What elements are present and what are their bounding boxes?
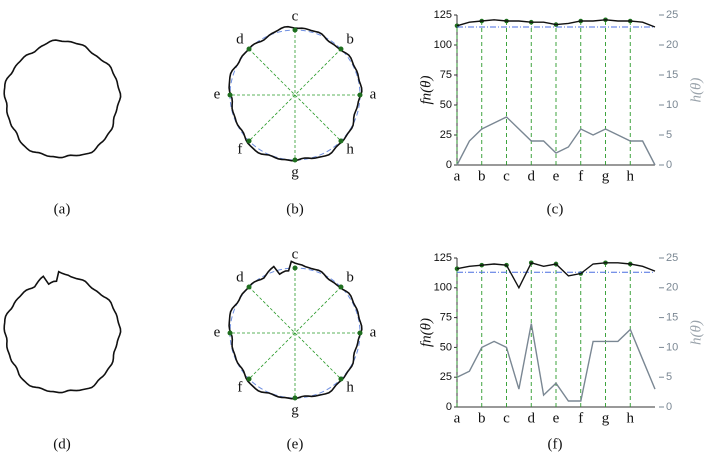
point-label: a	[370, 324, 377, 340]
point-label: e	[214, 86, 221, 102]
series-line	[456, 323, 656, 402]
x-tick-label: e	[553, 410, 560, 426]
x-tick-label: h	[627, 168, 635, 184]
x-tick-label: g	[602, 168, 610, 184]
y2-tick-label: 0	[666, 159, 672, 171]
y2-tick-label: 15	[666, 69, 678, 81]
point-label: h	[346, 380, 354, 396]
sample-point	[454, 266, 460, 272]
point-label: g	[291, 402, 299, 418]
y2-tick-label: 25	[666, 9, 678, 21]
x-tick-label: f	[578, 410, 583, 426]
y-tick-label: 100	[434, 39, 452, 51]
point-label: c	[292, 246, 299, 262]
panel-caption: (b)	[286, 201, 304, 217]
y-tick-label: 50	[440, 341, 452, 353]
x-tick-label: c	[503, 168, 510, 184]
y-axis-label: fn(θ)	[418, 318, 434, 347]
x-tick-label: d	[528, 168, 536, 184]
y-axis-label: fn(θ)	[418, 75, 434, 104]
sample-point	[338, 46, 344, 52]
series-line	[456, 19, 656, 28]
sample-point	[227, 330, 233, 336]
y2-tick-label: 25	[666, 252, 678, 264]
point-label: d	[236, 31, 244, 47]
y-tick-label: 75	[440, 312, 452, 324]
x-tick-label: b	[478, 168, 486, 184]
y-tick-label: 0	[446, 159, 452, 171]
series-line	[456, 116, 656, 166]
point-label: h	[346, 142, 354, 158]
y-tick-label: 25	[440, 371, 452, 383]
sample-point	[246, 46, 252, 52]
x-tick-label: b	[478, 410, 486, 426]
panel-caption: (e)	[287, 436, 304, 452]
y2-tick-label: 10	[666, 341, 678, 353]
sample-point	[292, 265, 298, 271]
point-label: a	[370, 86, 377, 102]
contour	[3, 39, 122, 159]
sample-point	[246, 138, 252, 144]
y2-axis-label: h(θ)	[688, 320, 704, 345]
y2-tick-label: 20	[666, 39, 678, 51]
point-label: b	[346, 31, 354, 47]
sample-point	[338, 376, 344, 382]
x-tick-label: g	[602, 410, 610, 426]
panel-caption: (a)	[54, 201, 71, 217]
point-label: b	[346, 269, 354, 285]
y-tick-label: 25	[440, 129, 452, 141]
point-label: c	[292, 8, 299, 24]
x-tick-label: h	[627, 410, 635, 426]
sample-point	[357, 92, 363, 98]
sample-point	[292, 27, 298, 33]
y2-tick-label: 10	[666, 99, 678, 111]
x-tick-label: c	[503, 410, 510, 426]
x-tick-label: a	[454, 410, 461, 426]
panel-caption: (d)	[53, 436, 71, 452]
sample-point	[246, 376, 252, 382]
panel-caption: (c)	[547, 201, 564, 217]
x-tick-label: a	[454, 168, 461, 184]
sample-point	[338, 284, 344, 290]
y-tick-label: 125	[434, 9, 452, 21]
sample-point	[292, 157, 298, 163]
point-label: d	[236, 269, 244, 285]
y-tick-label: 125	[434, 252, 452, 264]
contour	[3, 270, 122, 394]
y2-tick-label: 15	[666, 312, 678, 324]
y2-tick-label: 5	[666, 371, 672, 383]
point-label: g	[291, 164, 299, 180]
y-tick-label: 0	[446, 401, 452, 413]
y2-tick-label: 0	[666, 401, 672, 413]
point-label: e	[214, 324, 221, 340]
sample-point	[227, 92, 233, 98]
y2-tick-label: 20	[666, 282, 678, 294]
y2-tick-label: 5	[666, 129, 672, 141]
sample-point	[292, 395, 298, 401]
sample-point	[357, 330, 363, 336]
point-label: f	[237, 142, 242, 158]
diameter	[248, 48, 342, 142]
point-label: f	[237, 380, 242, 396]
x-tick-label: d	[528, 410, 536, 426]
x-tick-label: e	[553, 168, 560, 184]
y-tick-label: 75	[440, 69, 452, 81]
diameter	[248, 286, 342, 380]
sample-point	[338, 138, 344, 144]
y2-axis-label: h(θ)	[688, 78, 704, 103]
sample-point	[246, 284, 252, 290]
y-tick-label: 50	[440, 99, 452, 111]
series-line	[456, 261, 656, 290]
x-tick-label: f	[578, 168, 583, 184]
panel-caption: (f)	[548, 436, 563, 452]
y-tick-label: 100	[434, 282, 452, 294]
